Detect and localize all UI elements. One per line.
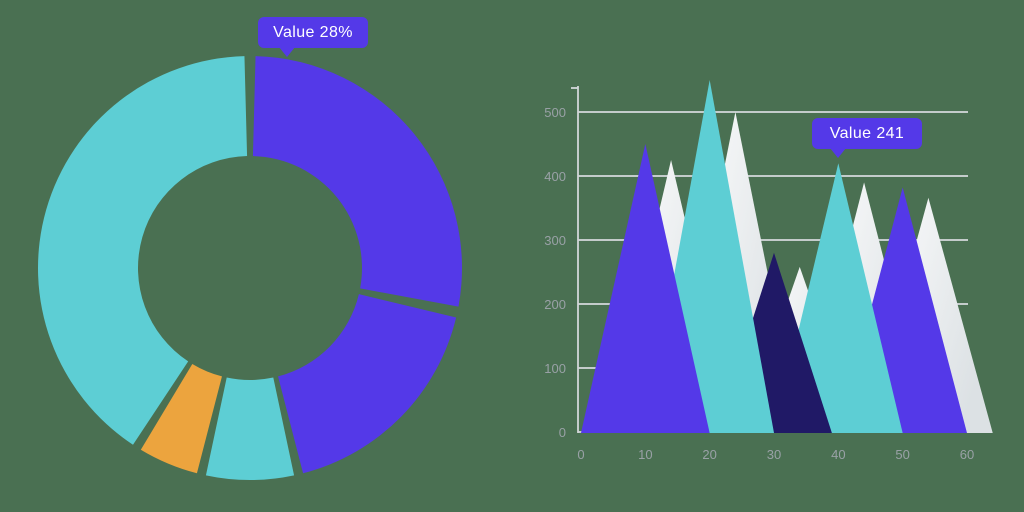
donut-segment-4[interactable] [140,364,222,474]
peaks-tooltip: Value 241 [812,118,922,158]
x-axis-label-30: 30 [767,447,781,462]
y-axis-label-300: 300 [544,233,566,248]
x-axis-label-10: 10 [638,447,652,462]
y-axis-label-200: 200 [544,297,566,312]
peaks-tooltip-pointer [830,148,846,158]
x-axis-label-60: 60 [960,447,974,462]
donut-tooltip: Value 28% [258,17,368,57]
y-axis-label-500: 500 [544,105,566,120]
donut-segment-2[interactable] [278,294,457,474]
donut-tooltip-text: Value 28% [273,23,353,41]
x-axis-label-0: 0 [577,447,584,462]
y-axis-label-0: 0 [559,425,566,440]
y-axis-label-100: 100 [544,361,566,376]
x-axis-label-50: 50 [895,447,909,462]
peaks-tooltip-text: Value 241 [829,124,905,142]
x-axis-label-20: 20 [702,447,716,462]
donut-segment-1[interactable] [252,56,462,307]
donut-tooltip-pointer [279,47,295,57]
donut-segment-5[interactable] [37,56,248,445]
donut-segment-3[interactable] [205,377,295,481]
x-axis-label-40: 40 [831,447,845,462]
y-axis-label-400: 400 [544,169,566,184]
peak-1[interactable] [581,144,710,433]
